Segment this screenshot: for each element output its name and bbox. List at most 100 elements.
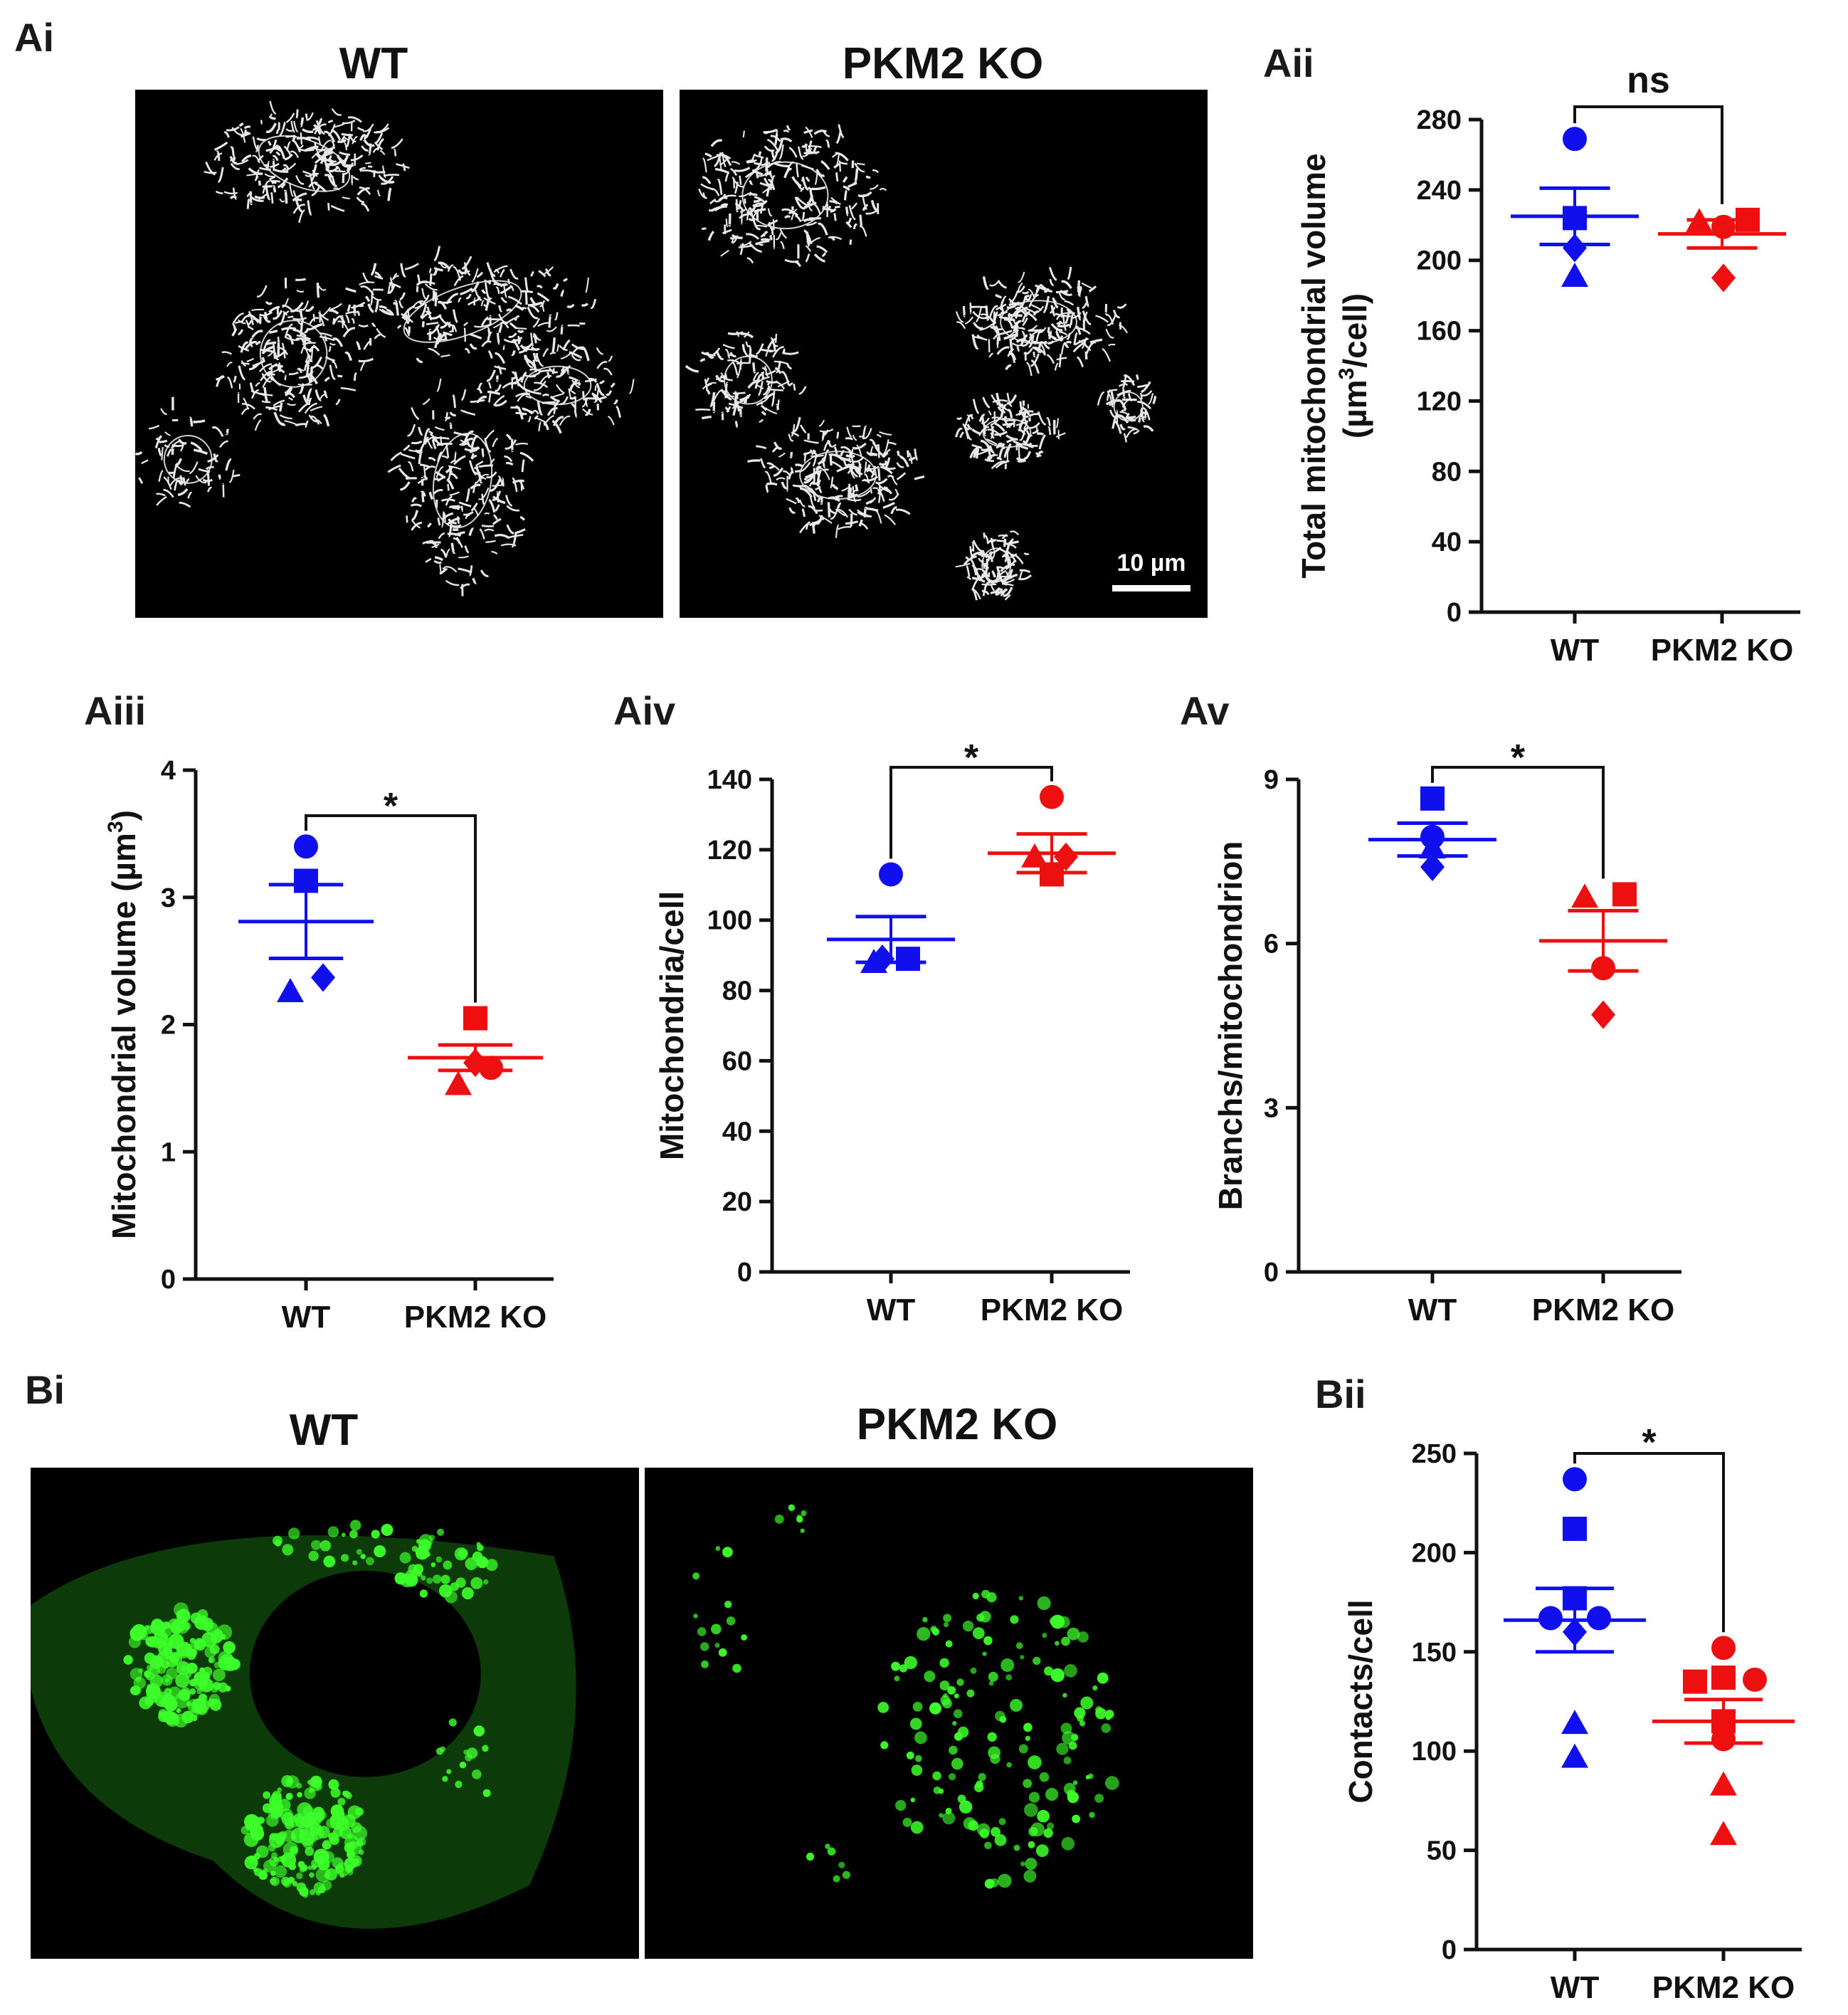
x-category-label: WT (1408, 1293, 1457, 1327)
data-point (1563, 127, 1587, 152)
data-point (1561, 1710, 1588, 1735)
data-point (1571, 883, 1598, 908)
series-wt (1368, 786, 1496, 882)
data-point (1711, 1666, 1736, 1690)
y-tick-label: 200 (1412, 1538, 1457, 1568)
series-wt (1504, 1467, 1646, 1768)
y-tick-label: 0 (1264, 1258, 1279, 1288)
y-tick-label: 1 (161, 1137, 176, 1167)
data-point (1040, 784, 1064, 809)
micrograph-ai-ko: 10 µm (680, 90, 1208, 618)
y-tick-label: 9 (1264, 765, 1279, 795)
chart-bii-contacts: 0 50 100 150 200 250 WT PKM2 KO Contacts/cell * (1342, 1422, 1802, 2005)
fluorescence-image-bi-wt (31, 1468, 639, 1959)
significance-label: * (384, 786, 398, 827)
panel-label-av: Av (1180, 688, 1230, 733)
data-point (1710, 1821, 1737, 1846)
data-point (896, 947, 920, 972)
data-point (1420, 786, 1445, 811)
data-point (1710, 1771, 1737, 1796)
y-axis-label: Mitochondria/cell (653, 891, 690, 1160)
y-tick-label: 2 (161, 1011, 176, 1041)
y-tick-label: 120 (1417, 386, 1462, 416)
y-axis-label: Contacts/cell (1342, 1599, 1379, 1803)
chart-av-branches: 0 3 6 9 WT PKM2 KO Branchs/mitochondrion * (1212, 737, 1681, 1327)
y-tick-label: 80 (1432, 457, 1462, 487)
micrograph-title-ai-wt: WT (339, 39, 408, 88)
y-tick-label: 3 (161, 883, 176, 913)
x-category-label: WT (867, 1293, 916, 1327)
y-tick-label: 0 (737, 1258, 752, 1288)
data-point (1021, 843, 1048, 868)
x-category-label: WT (1551, 1970, 1600, 2005)
y-axis-unit: (µm3/cell) (1335, 293, 1373, 438)
x-category-label: WT (1551, 633, 1600, 668)
significance-bracket (1573, 1452, 1725, 1633)
data-point (1683, 1669, 1707, 1694)
significance-bracket (1431, 766, 1605, 879)
data-point (1561, 262, 1588, 287)
significance-bracket (889, 766, 1053, 859)
data-point (445, 1070, 472, 1095)
data-point (1711, 1636, 1736, 1661)
series-wt (827, 862, 955, 974)
micrograph-title-bi-wt: WT (290, 1406, 359, 1455)
micrograph-title-bi-ko: PKM2 KO (857, 1400, 1057, 1449)
data-point (294, 834, 318, 859)
y-tick-label: 100 (707, 906, 752, 936)
y-tick-label: 0 (1447, 598, 1462, 628)
y-tick-label: 40 (722, 1117, 752, 1147)
y-axis-label: Branchs/mitochondrion (1212, 841, 1249, 1211)
panel-label-aiv: Aiv (613, 688, 675, 733)
y-tick-label: 200 (1417, 246, 1462, 276)
y-tick-label: 60 (722, 1046, 752, 1076)
significance-bracket (1573, 105, 1723, 204)
y-tick-label: 150 (1412, 1638, 1457, 1668)
significance-bracket (305, 814, 477, 1003)
data-point (1563, 1467, 1587, 1492)
chart-aiv-mitochondria-per-cell: 0 20 40 60 80 100 120 140 WT PKM2 KO Mitochondria/… (653, 737, 1130, 1327)
micrograph-title-ai-ko: PKM2 KO (843, 39, 1043, 88)
data-point (277, 978, 304, 1003)
significance-label: * (1642, 1422, 1657, 1463)
data-point (1563, 1516, 1587, 1541)
y-tick-label: 160 (1417, 317, 1462, 347)
significance-label: ns (1627, 60, 1670, 101)
micrograph-ai-wt (134, 90, 663, 618)
x-category-label: PKM2 KO (981, 1293, 1123, 1327)
data-point (1420, 853, 1445, 882)
y-tick-label: 120 (707, 836, 752, 866)
data-point (1561, 1743, 1588, 1768)
panel-label-aii: Aii (1263, 41, 1314, 85)
x-category-label: PKM2 KO (404, 1300, 547, 1335)
data-point (1587, 1606, 1611, 1631)
chart-aii-total-mito-volume: 0 40 80 120 160 200 240 280 WT PKM2 KO Total mitoc… (1295, 60, 1800, 668)
data-point (1612, 882, 1637, 907)
fluorescence-image-bi-ko (645, 1468, 1253, 1959)
significance-label: * (964, 737, 979, 779)
data-point (1743, 1667, 1767, 1692)
x-category-label: PKM2 KO (1652, 1970, 1795, 2005)
data-point (1563, 233, 1587, 263)
y-tick-label: 40 (1432, 527, 1462, 557)
y-tick-label: 100 (1412, 1737, 1457, 1767)
data-point (311, 963, 335, 992)
y-tick-label: 3 (1264, 1093, 1279, 1123)
y-tick-label: 250 (1412, 1439, 1457, 1469)
series-wt (238, 834, 374, 1003)
panel-label-bii: Bii (1315, 1372, 1366, 1416)
x-category-label: PKM2 KO (1532, 1293, 1674, 1327)
data-point (1711, 263, 1736, 293)
data-point (1591, 1000, 1615, 1029)
panel-label-bi: Bi (25, 1367, 65, 1412)
y-axis-label: Total mitochondrial volume (1295, 153, 1332, 578)
y-tick-label: 280 (1417, 105, 1462, 135)
series-ko (1658, 207, 1786, 293)
data-point (1538, 1606, 1563, 1631)
series-ko (408, 1006, 543, 1095)
y-tick-label: 140 (707, 765, 752, 795)
y-tick-label: 4 (161, 756, 176, 786)
series-ko (988, 784, 1116, 887)
data-point (463, 1006, 487, 1031)
